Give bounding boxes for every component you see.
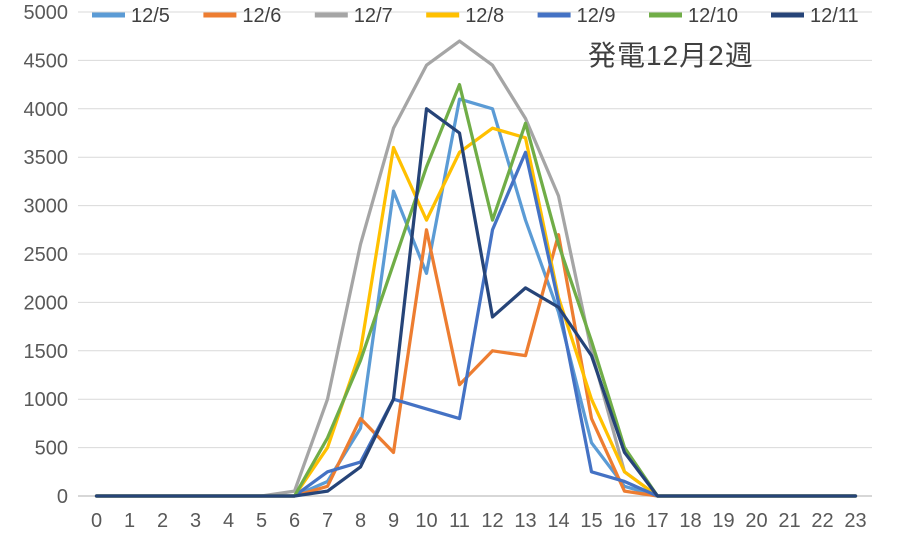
x-axis-tick-label: 16: [613, 510, 635, 532]
x-axis-tick-label: 3: [190, 510, 201, 532]
x-axis-tick-label: 6: [289, 510, 300, 532]
x-axis-tick-label: 11: [449, 510, 470, 532]
legend-label: 12/5: [131, 5, 170, 27]
x-axis-tick-label: 22: [811, 510, 833, 532]
legend-item: 12/11: [771, 5, 859, 27]
series-line-12-6: [94, 228, 858, 498]
y-axis-tick-label: 4500: [24, 50, 69, 72]
legend-item: 12/5: [92, 5, 170, 27]
x-axis-tick-label: 14: [547, 510, 569, 532]
chart-title: 発電12月2週: [588, 40, 754, 71]
x-axis-tick-label: 17: [646, 510, 668, 532]
y-axis-tick-label: 4000: [24, 99, 69, 121]
legend-label: 12/7: [354, 5, 393, 27]
x-axis-tick-label: 4: [223, 510, 234, 532]
y-axis-tick-label: 3000: [24, 196, 69, 218]
x-axis-tick-label: 8: [355, 510, 366, 532]
legend-label: 12/10: [688, 5, 738, 27]
x-axis-tick-labels: 0 1 2 3 4 5 6 7 8 9 10 11 12 13 14 15 16 17 18 19 20 21 22 23: [91, 510, 867, 532]
y-axis-tick-label: 3500: [24, 147, 69, 169]
x-axis-tick-label: 10: [415, 510, 437, 532]
y-axis-tick-label: 1500: [24, 341, 69, 363]
series-line-12-8: [94, 126, 858, 498]
x-axis-tick-label: 13: [514, 510, 536, 532]
legend-label: 12/9: [577, 5, 616, 27]
y-axis-tick-label: 2500: [24, 244, 69, 266]
legend-item: 12/10: [649, 5, 738, 27]
y-axis-tick-label: 2000: [24, 292, 69, 314]
y-axis-tick-label: 500: [35, 438, 68, 460]
x-axis-tick-label: 19: [712, 510, 734, 532]
legend-item: 12/8: [426, 5, 504, 27]
legend: 12/5 12/6 12/7 12/8 12/9 12/10 12/11: [92, 5, 859, 27]
x-axis-tick-label: 2: [157, 510, 168, 532]
x-axis-tick-label: 5: [256, 510, 267, 532]
x-axis-tick-label: 21: [778, 510, 800, 532]
legend-item: 12/7: [314, 5, 393, 27]
legend-item: 12/6: [203, 5, 281, 27]
series-line-12-9: [94, 150, 858, 498]
legend-label: 12/6: [242, 5, 281, 27]
x-axis-tick-label: 0: [91, 510, 102, 532]
x-axis-tick-label: 18: [679, 510, 701, 532]
series-line-12-10: [94, 82, 858, 498]
y-axis-tick-label: 0: [57, 486, 68, 508]
x-axis-tick-label: 20: [745, 510, 767, 532]
y-axis-tick-labels: 0 500 1000 1500 2000 2500 3000 3500 4000 4500 5000: [24, 2, 69, 508]
x-axis-tick-label: 15: [580, 510, 602, 532]
x-axis-tick-label: 23: [844, 510, 866, 532]
legend-label: 12/8: [465, 5, 504, 27]
series-line-12-11: [94, 107, 858, 498]
series-lines: [94, 39, 858, 498]
y-axis-tick-label: 5000: [24, 2, 69, 24]
x-axis-tick-label: 12: [481, 510, 503, 532]
legend-item: 12/9: [537, 5, 616, 27]
x-axis-tick-label: 1: [124, 510, 135, 532]
gridlines: [78, 11, 872, 497]
y-axis-tick-label: 1000: [24, 389, 69, 411]
x-axis-tick-label: 9: [388, 510, 399, 532]
x-axis-tick-label: 7: [322, 510, 333, 532]
legend-label: 12/11: [810, 5, 859, 27]
